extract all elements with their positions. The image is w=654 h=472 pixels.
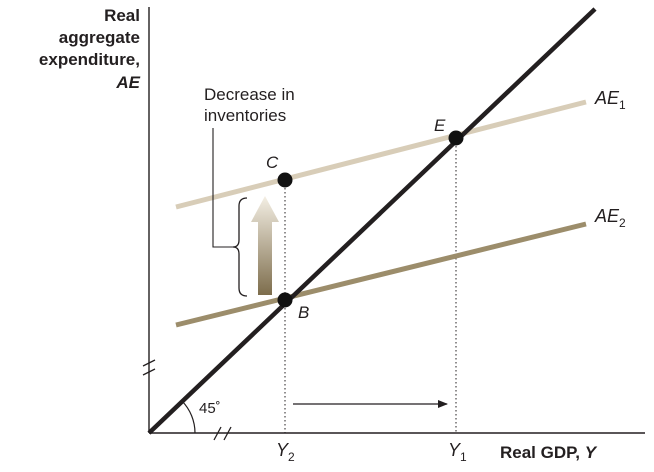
ae1-label: AE1 [594,88,626,112]
point-b-dot [277,292,293,308]
inventory-bracket [232,197,248,297]
annotation-line2: inventories [204,106,286,125]
angle-arc [181,400,196,434]
angle-label: 45˚ [199,400,221,417]
guide-lines [284,138,457,433]
y-axis-title-line2: aggregate [59,28,140,47]
y-axis-break-mark [142,359,156,376]
point-e-dot [448,130,464,146]
ae1-line [175,99,587,210]
y1-tick-label: Y1 [448,440,467,464]
x-axis-break-mark [213,426,232,441]
ae2-label: AE2 [594,206,626,230]
line-45-degree [147,7,597,435]
point-b-label: B [298,303,309,322]
y2-tick-label: Y2 [276,440,295,464]
point-c-label: C [266,153,279,172]
x-axis-title: Real GDP, Y [500,443,598,462]
y-axis-title-line4: AE [115,73,140,92]
upward-gradient-arrow [251,196,279,295]
y-axis-title-line3: expenditure, [39,50,140,69]
point-e-label: E [434,116,446,135]
y-axis-title-line1: Real [104,6,140,25]
annotation-leader-line [212,128,233,248]
ae2-line [175,221,587,328]
point-c-dot [277,172,293,188]
annotation-line1: Decrease in [204,85,295,104]
